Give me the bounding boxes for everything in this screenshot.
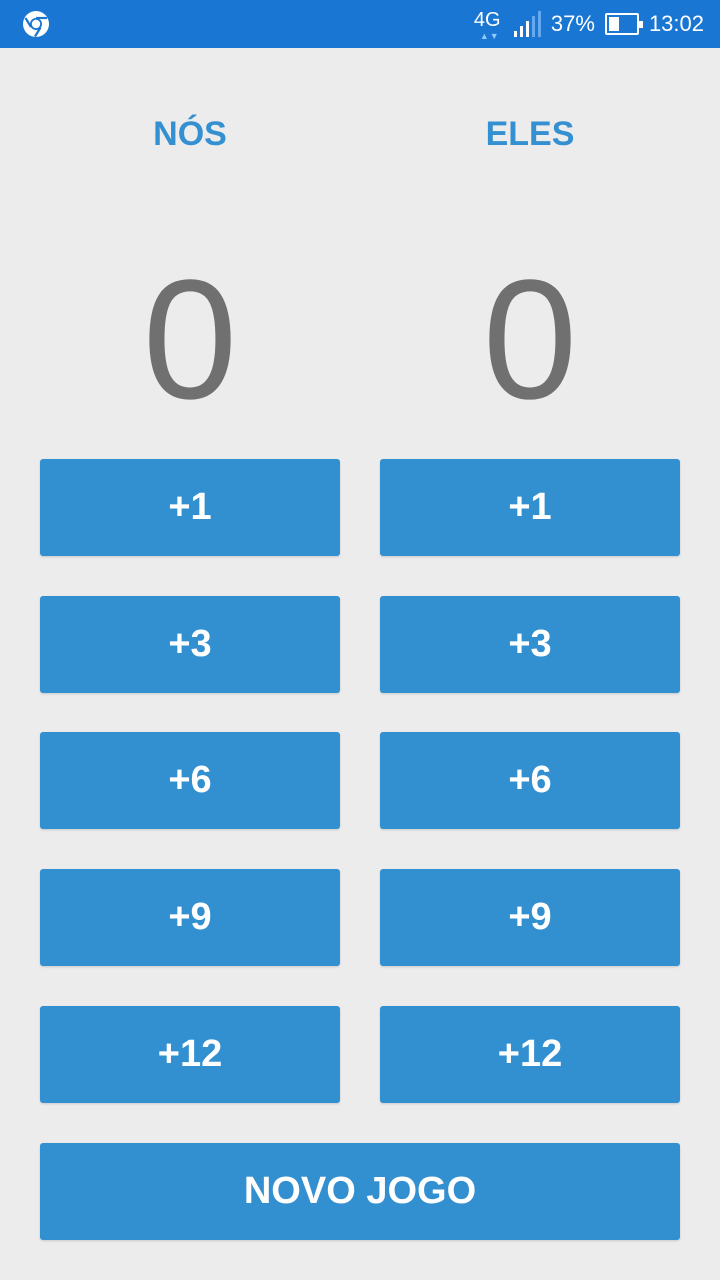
score-nos: 0	[142, 245, 238, 435]
add-1-button-nos[interactable]: +1	[40, 459, 340, 556]
add-3-button-eles[interactable]: +3	[380, 596, 680, 693]
data-arrows-icon: ▲▼	[479, 31, 500, 41]
chrome-icon	[23, 11, 49, 38]
network-type-indicator: 4G ▲▼	[473, 9, 501, 41]
battery-icon	[604, 13, 643, 35]
add-3-button-nos[interactable]: +3	[40, 596, 340, 693]
clock: 13:02	[648, 11, 704, 36]
new-game-button[interactable]: NOVO JOGO	[40, 1143, 680, 1240]
team-title-eles: ELES	[485, 115, 575, 153]
add-9-button-eles[interactable]: +9	[380, 869, 680, 966]
status-bar: 4G ▲▼ 37% 13:02	[0, 0, 720, 48]
add-1-button-eles[interactable]: +1	[380, 459, 680, 556]
add-6-button-eles[interactable]: +6	[380, 732, 680, 829]
add-9-button-nos[interactable]: +9	[40, 869, 340, 966]
score-eles: 0	[482, 245, 578, 435]
battery-percent: 37%	[550, 11, 595, 36]
add-12-button-eles[interactable]: +12	[380, 1006, 680, 1103]
add-12-button-nos[interactable]: +12	[40, 1006, 340, 1103]
team-title-nos: NÓS	[153, 115, 227, 153]
signal-icon	[513, 11, 541, 37]
add-6-button-nos[interactable]: +6	[40, 732, 340, 829]
